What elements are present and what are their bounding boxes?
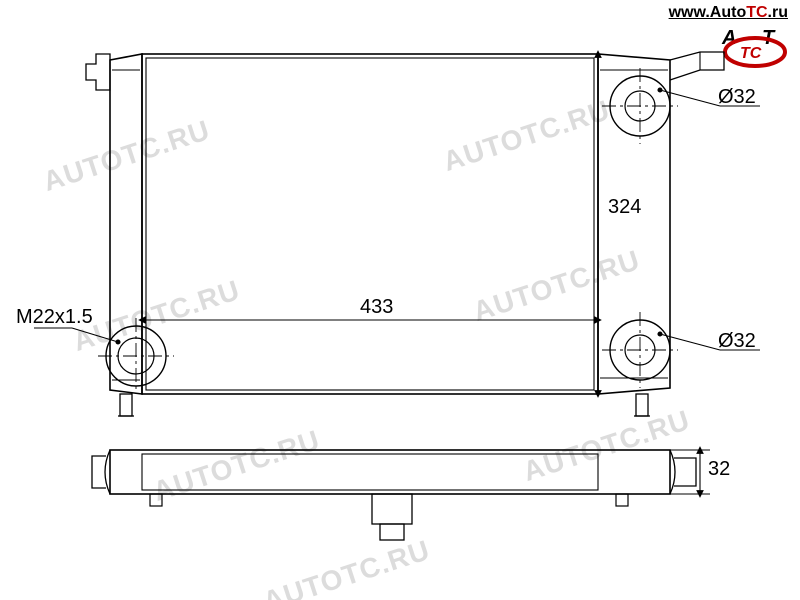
dim-thread: M22x1.5	[16, 306, 93, 329]
dim-thickness: 32	[708, 458, 730, 481]
dim-bottom-port: Ø32	[718, 330, 756, 353]
front-view	[86, 52, 724, 416]
side-view	[92, 450, 696, 540]
dim-top-port: Ø32	[718, 86, 756, 109]
technical-drawing	[0, 0, 800, 600]
dim-width-label: 433	[360, 296, 393, 319]
dim-thickness	[670, 450, 710, 494]
leader-thread	[34, 328, 120, 344]
dim-height-label: 324	[608, 196, 641, 219]
